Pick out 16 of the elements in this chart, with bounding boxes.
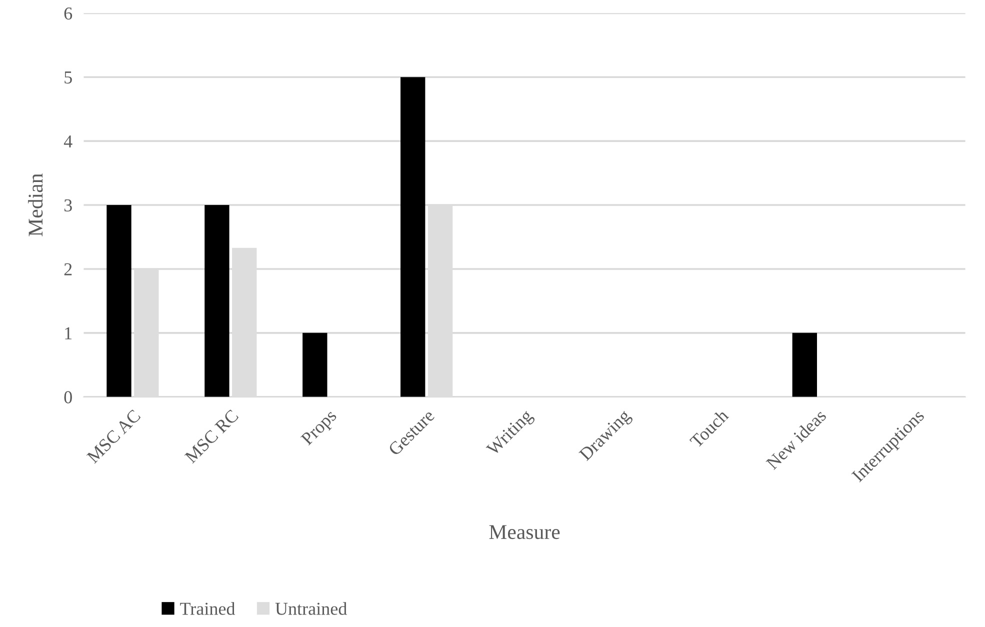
y-axis-title: Median bbox=[28, 174, 43, 236]
y-tick-label: 4 bbox=[64, 135, 72, 148]
y-tick-label: 5 bbox=[64, 72, 72, 84]
bar bbox=[792, 332, 817, 397]
legend-label: Untrained bbox=[275, 602, 347, 615]
y-tick-label: 3 bbox=[64, 199, 72, 212]
bar bbox=[204, 205, 230, 397]
y-tick-label: 0 bbox=[64, 391, 72, 404]
y-tick-label: 6 bbox=[64, 7, 72, 20]
bar bbox=[400, 77, 426, 397]
legend-label: Trained bbox=[180, 602, 236, 615]
y-tick-label: 2 bbox=[64, 263, 72, 276]
y-tick-label: 1 bbox=[65, 327, 72, 340]
bar bbox=[302, 332, 328, 397]
x-axis-title: Measure bbox=[489, 525, 560, 540]
bar bbox=[106, 205, 132, 397]
